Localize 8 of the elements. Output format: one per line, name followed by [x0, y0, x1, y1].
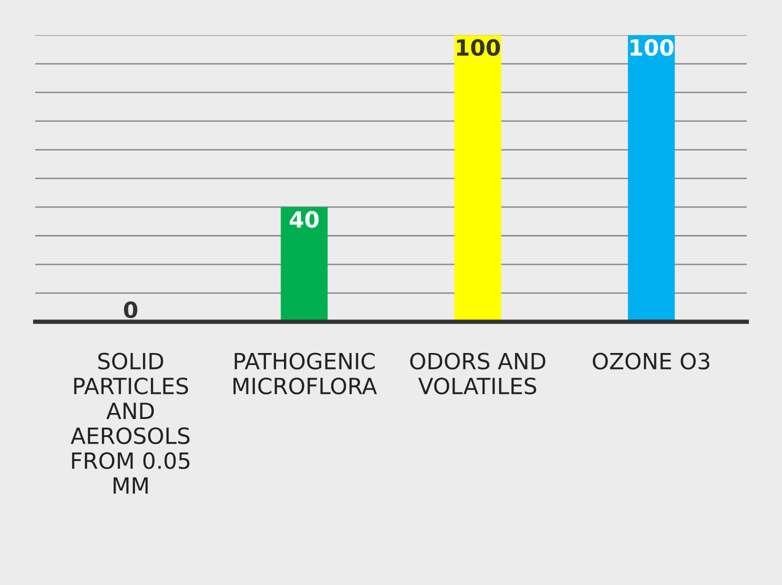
data-label: 100	[457, 39, 500, 56]
x-tick-label: ODORS AND VOLATILES	[410, 352, 546, 394]
data-label: 40	[290, 211, 319, 228]
x-tick-label: SOLID PARTICLES AND AEROSOLS FROM 0.05 MM	[70, 352, 190, 494]
data-label: 0	[124, 301, 138, 318]
data-label: 100	[630, 39, 674, 56]
x-tick-label: PATHOGENIC MICROFLORA	[234, 352, 377, 394]
x-tick-label: OZONE O3	[592, 352, 710, 370]
